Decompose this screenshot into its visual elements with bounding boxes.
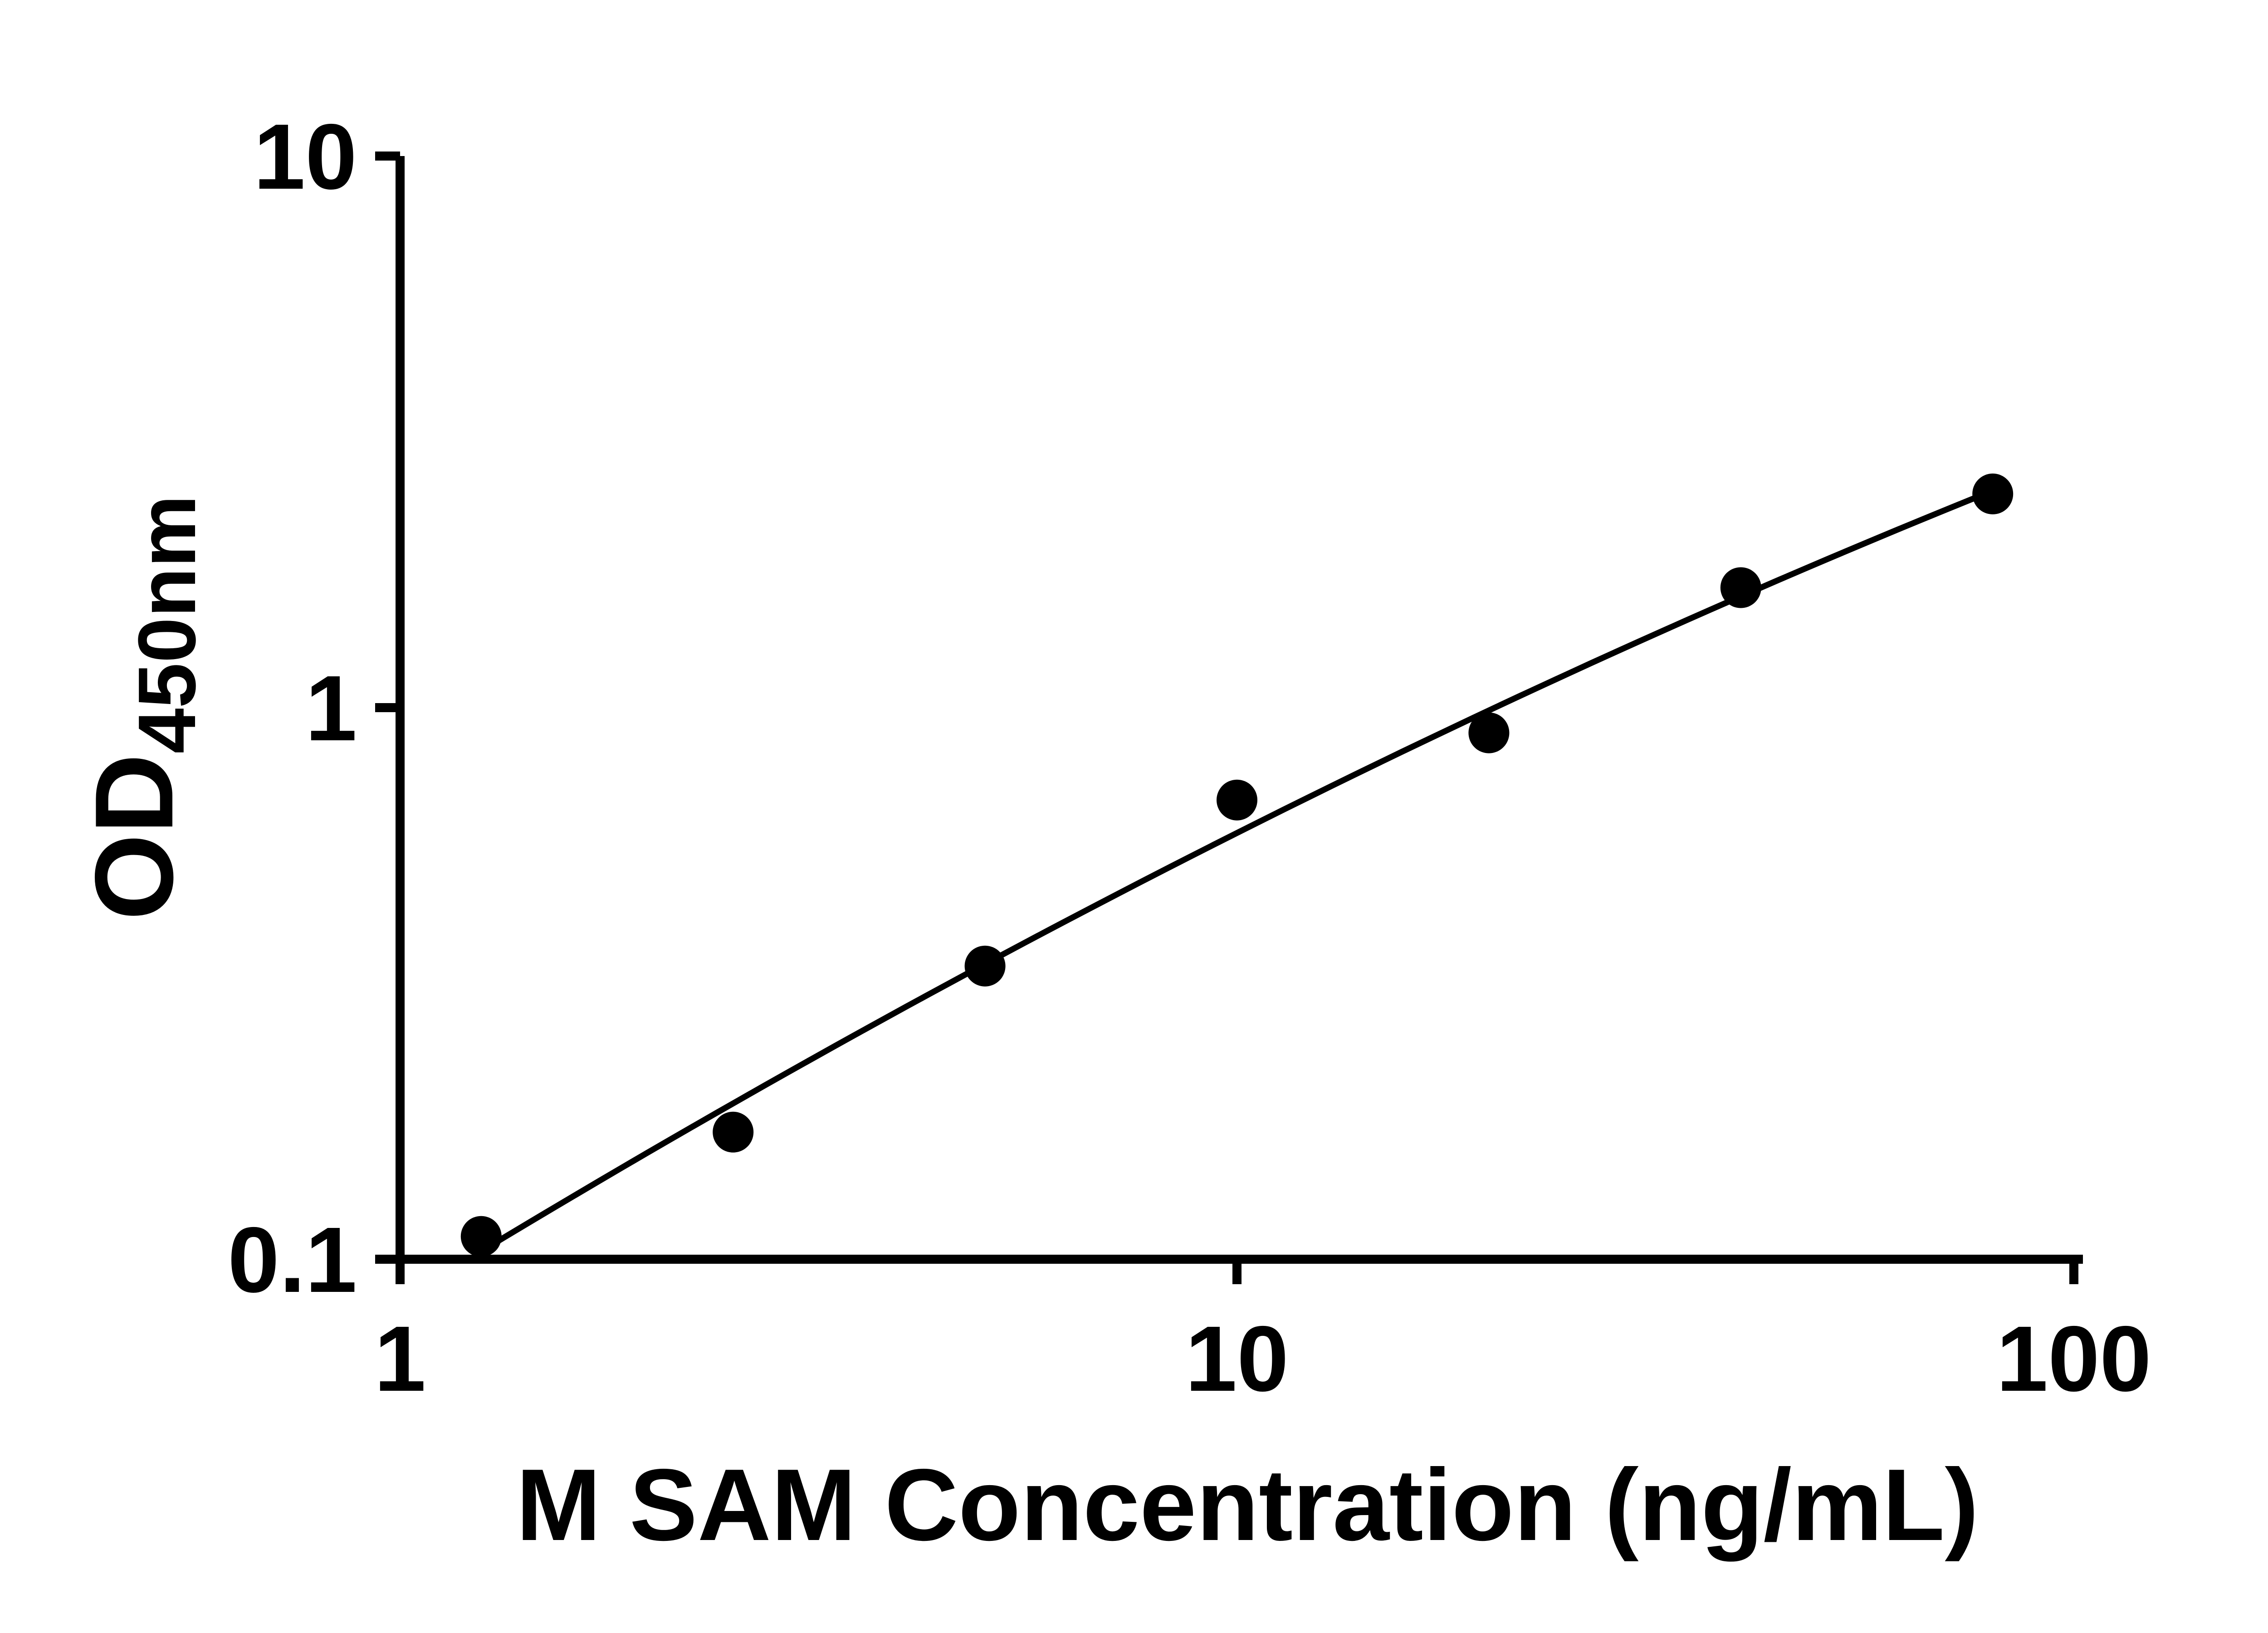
data-point xyxy=(1468,712,1510,753)
y-tick-label: 10 xyxy=(254,105,357,209)
fit-curve-line xyxy=(478,488,1996,1254)
data-point xyxy=(964,945,1006,987)
y-tick-label: 0.1 xyxy=(228,1208,357,1312)
data-point xyxy=(713,1111,754,1153)
y-axis-title-subscript: 450nm xyxy=(122,495,213,753)
y-axis-title-main: OD xyxy=(72,753,196,920)
data-point xyxy=(1720,567,1761,608)
data-point xyxy=(1972,473,2014,514)
x-tick-label: 10 xyxy=(1185,1307,1289,1411)
data-point xyxy=(460,1216,502,1257)
x-tick-label: 100 xyxy=(1996,1307,2151,1411)
x-axis-title: M SAM Concentration (ng/mL) xyxy=(516,1447,1979,1562)
y-axis-title: OD450nm xyxy=(72,495,213,920)
x-tick-label: 1 xyxy=(374,1307,426,1411)
data-point xyxy=(1217,779,1257,821)
y-tick-label: 1 xyxy=(305,656,357,760)
